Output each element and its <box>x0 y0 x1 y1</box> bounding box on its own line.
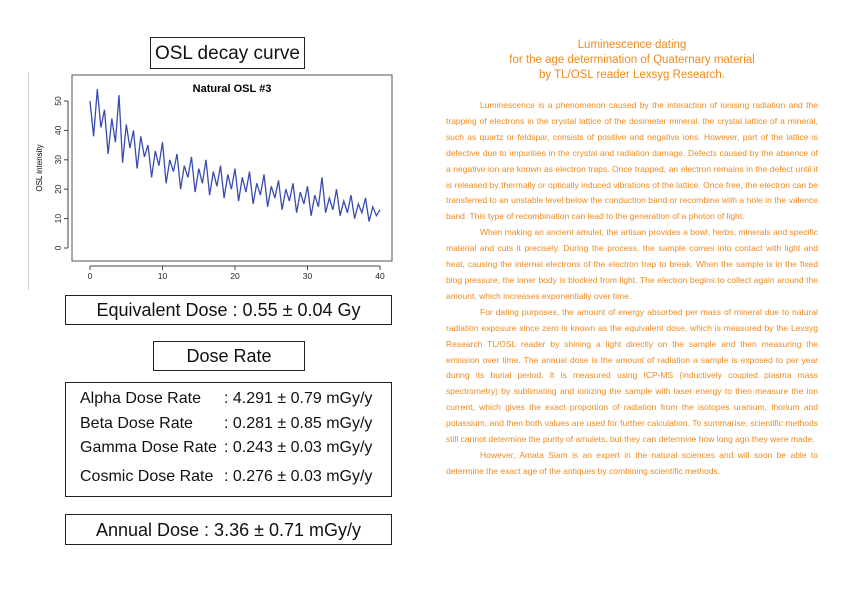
dose-rate-title: Dose Rate <box>153 341 305 371</box>
y-tick-label: 0 <box>53 245 63 250</box>
annual-dose-text: Annual Dose : 3.36 ± 0.71 mGy/y <box>95 520 362 540</box>
heading-line: by TL/OSL reader Lexsyg Research. <box>538 69 725 81</box>
x-tick-label: 40 <box>375 271 385 281</box>
plot-area-border <box>71 74 393 262</box>
heading-line: for the age determination of Quaternary … <box>509 54 755 66</box>
y-tick-label: 40 <box>53 125 63 135</box>
dose-rate-value: : 0.276 ± 0.03 mGy/y <box>224 468 373 485</box>
osl-series-line <box>89 89 381 222</box>
y-axis-label: OSL intensity <box>35 144 44 191</box>
paragraph: Luminescence is a phenomenon caused by t… <box>446 100 818 222</box>
x-tick-label: 30 <box>303 271 313 281</box>
dose-rate-label: Gamma Dose Rate <box>80 439 217 456</box>
heading-line: Luminescence dating <box>577 39 687 51</box>
osl-chart: Natural OSL #3 OSL intensity 0 10 20 30 40 0 1… <box>28 72 394 290</box>
equivalent-dose-box: Equivalent Dose : 0.55 ± 0.04 Gy <box>65 295 392 325</box>
dose-rate-label: Beta Dose Rate <box>80 415 193 432</box>
dose-rates-box: Alpha Dose Rate : 4.291 ± 0.79 mGy/y Beta… <box>65 382 392 497</box>
paragraph: However, Amata Siam is an expert in the … <box>446 449 818 476</box>
dose-rate-value: : 4.291 ± 0.79 mGy/y <box>224 390 373 407</box>
beta-dose-rate-row: Beta Dose Rate : 0.281 ± 0.85 mGy/y <box>80 415 372 433</box>
x-tick-label: 20 <box>230 271 240 281</box>
y-tick-label: 30 <box>53 155 63 165</box>
paragraph: When making an ancient amulet, the artis… <box>446 227 818 301</box>
alpha-dose-rate-row: Alpha Dose Rate : 4.291 ± 0.79 mGy/y <box>80 390 372 408</box>
dose-rate-value: : 0.281 ± 0.85 mGy/y <box>224 415 373 432</box>
dose-rate-label: Cosmic Dose Rate <box>80 468 214 485</box>
osl-chart-svg: Natural OSL #3 OSL intensity 0 10 20 30 40 0 1… <box>28 72 393 290</box>
article-body: Luminescence is a phenomenon caused by t… <box>446 98 818 480</box>
equivalent-dose-text: Equivalent Dose : 0.55 ± 0.04 Gy <box>96 300 361 320</box>
y-tick-label: 10 <box>53 214 63 224</box>
dose-rate-label: Alpha Dose Rate <box>80 390 201 407</box>
article-heading: Luminescence dating for the age determin… <box>446 38 818 83</box>
paragraph: For dating purposes, the amount of energ… <box>446 306 818 445</box>
chart-title: Natural OSL #3 <box>193 83 272 95</box>
osl-title: OSL decay curve <box>150 37 305 69</box>
gamma-dose-rate-row: Gamma Dose Rate : 0.243 ± 0.03 mGy/y <box>80 439 372 457</box>
x-tick-label: 0 <box>88 271 93 281</box>
annual-dose-box: Annual Dose : 3.36 ± 0.71 mGy/y <box>65 514 392 545</box>
y-tick-label: 50 <box>53 96 63 106</box>
y-tick-label: 20 <box>53 184 63 194</box>
chart-axes: 0 10 20 30 40 0 10 20 30 40 50 <box>53 96 385 281</box>
dose-rate-value: : 0.243 ± 0.03 mGy/y <box>224 439 373 456</box>
cosmic-dose-rate-row: Cosmic Dose Rate : 0.276 ± 0.03 mGy/y <box>80 468 372 486</box>
x-tick-label: 10 <box>158 271 168 281</box>
